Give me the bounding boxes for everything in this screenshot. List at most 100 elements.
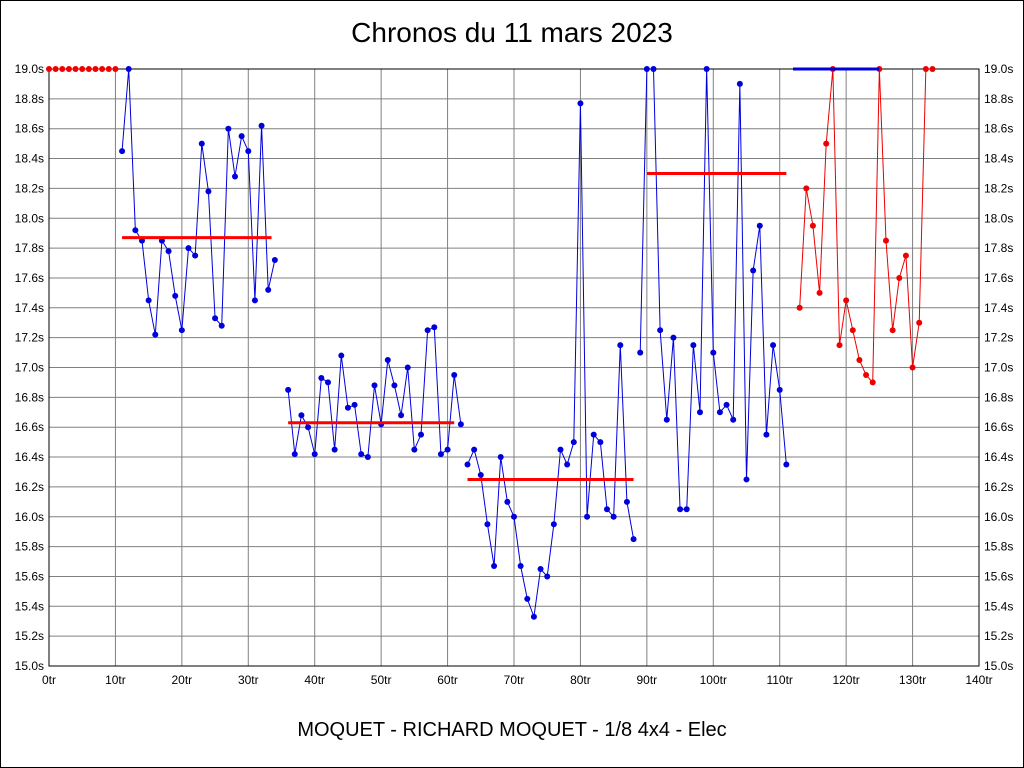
y-tick-label-left: 15.0s (15, 659, 44, 673)
y-tick-label-right: 17.4s (984, 301, 1013, 315)
data-point-segment-4-blue (537, 565, 544, 572)
data-point-segment-3-blue (418, 431, 424, 438)
data-point-segment-6-red (896, 274, 903, 281)
y-tick-label-left: 18.4s (15, 152, 44, 166)
y-tick-label-right: 16.6s (984, 420, 1013, 434)
x-tick-label: 20tr (172, 673, 193, 687)
data-point-segment-5-blue (710, 349, 717, 356)
data-point-segment-1-clipped-red (112, 66, 119, 72)
data-point-segment-5-blue (683, 506, 690, 513)
y-tick-label-left: 15.6s (15, 569, 44, 583)
data-point-segment-5-blue (776, 386, 783, 393)
series-line-segment-4-blue (467, 103, 635, 617)
x-tick-label: 130tr (899, 673, 926, 687)
data-point-segment-3-blue (325, 379, 331, 386)
data-point-segment-4-blue (564, 461, 571, 468)
data-point-segment-3-blue (291, 451, 298, 458)
data-point-segment-6-red (929, 66, 936, 72)
y-tick-label-left: 19.0s (15, 62, 44, 76)
data-point-segment-1-clipped-red (72, 66, 79, 72)
data-point-segment-2-blue (225, 125, 232, 132)
y-tick-label-left: 16.0s (15, 510, 44, 524)
data-point-segment-5-blue (650, 66, 657, 72)
data-point-segment-3-blue (305, 424, 312, 431)
data-point-segment-4-blue (550, 521, 557, 528)
data-point-segment-4-blue (471, 446, 478, 453)
y-tick-label-right: 15.8s (984, 540, 1013, 554)
data-point-segment-3-blue (444, 446, 451, 453)
data-point-segment-3-blue (371, 382, 378, 389)
data-point-segment-1-clipped-red (52, 66, 59, 72)
data-point-segment-4-blue (477, 471, 484, 478)
y-tick-label-right: 15.0s (984, 659, 1013, 673)
data-point-segment-5-blue (723, 401, 730, 408)
data-point-segment-1-clipped-red (92, 66, 99, 72)
data-point-segment-2-blue (205, 188, 212, 195)
data-point-segment-6-red (856, 357, 863, 364)
chart-title: Chronos du 11 mars 2023 (351, 17, 673, 48)
data-point-segment-4-blue (590, 431, 597, 438)
data-point-segment-5-blue (756, 222, 763, 229)
data-point-segment-6-red (863, 371, 870, 378)
data-point-segment-4-blue (610, 513, 617, 520)
data-point-segment-5-blue (763, 431, 770, 438)
y-tick-label-right: 15.6s (984, 569, 1013, 583)
data-point-segment-2-blue (152, 331, 159, 338)
data-point-segment-3-blue (457, 421, 464, 428)
plot-border (48, 68, 980, 667)
y-tick-label-right: 18.4s (984, 152, 1013, 166)
data-point-segment-2-blue (145, 297, 152, 304)
data-point-segment-6-red (883, 237, 889, 244)
x-tick-label: 30tr (238, 673, 259, 687)
y-tick-label-left: 17.6s (15, 271, 44, 285)
y-tick-label-left: 17.0s (15, 361, 44, 375)
data-point-segment-5-blue (670, 334, 677, 341)
x-tick-label: 40tr (304, 673, 325, 687)
data-point-segment-4-blue (497, 454, 504, 461)
y-tick-label-left: 15.2s (15, 629, 44, 643)
data-point-segment-4-blue (557, 446, 564, 453)
y-tick-label-right: 18.0s (984, 211, 1013, 225)
data-point-segment-4-blue (623, 498, 630, 505)
data-point-segment-3-blue (311, 451, 318, 458)
data-point-segment-4-blue (577, 100, 584, 107)
data-point-segment-6-red (849, 327, 856, 334)
data-point-segment-2-blue (271, 257, 278, 264)
x-tick-label: 10tr (105, 673, 126, 687)
data-point-segment-4-blue (504, 498, 511, 505)
data-point-segment-5-blue (677, 506, 684, 513)
data-point-segment-5-blue (730, 416, 737, 423)
data-point-segment-6-red (889, 327, 896, 334)
y-tick-label-right: 17.2s (984, 331, 1013, 345)
data-point-segment-3-blue (318, 374, 325, 381)
data-point-segment-5-blue (783, 461, 790, 468)
data-point-segment-5-blue (770, 342, 777, 349)
data-point-segment-4-blue (491, 563, 498, 570)
data-point-segment-3-blue (351, 401, 358, 408)
data-point-segment-4-blue (570, 439, 577, 446)
y-tick-label-left: 16.4s (15, 450, 44, 464)
data-point-segment-5-blue (743, 476, 750, 483)
data-point-segment-3-blue (424, 327, 431, 334)
data-point-segment-6-red (809, 222, 816, 229)
data-point-segment-5-blue (716, 409, 723, 416)
data-point-segment-3-blue (391, 382, 398, 389)
data-point-segment-2-blue (245, 148, 252, 155)
data-point-segment-2-blue (119, 148, 126, 155)
data-point-segment-2-blue (192, 252, 199, 259)
data-point-segment-6-red (922, 66, 929, 72)
data-point-segment-2-blue (172, 292, 179, 299)
x-tick-label: 50tr (371, 673, 392, 687)
y-tick-label-right: 17.0s (984, 361, 1013, 375)
data-point-segment-6-red (803, 185, 810, 192)
data-point-segment-4-blue (524, 595, 531, 602)
y-tick-label-left: 16.6s (15, 420, 44, 434)
y-tick-label-left: 18.8s (15, 92, 44, 106)
y-tick-label-left: 18.2s (15, 181, 44, 195)
data-point-segment-4-blue (597, 439, 604, 446)
data-point-segment-1-clipped-red (46, 66, 52, 72)
data-point-segment-1-clipped-red (85, 66, 92, 72)
data-point-segment-6-red (869, 379, 876, 386)
data-point-segment-3-blue (431, 324, 438, 331)
